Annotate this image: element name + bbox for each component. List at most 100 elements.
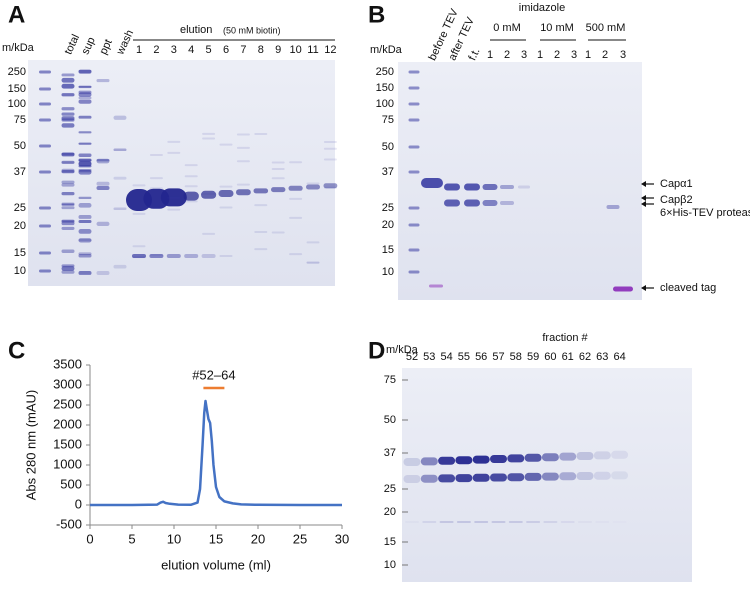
gel-band	[183, 191, 199, 201]
gel-band	[132, 245, 146, 248]
fraction-label: 60	[544, 351, 556, 363]
gel-band	[289, 197, 303, 200]
fraction-label: 3	[620, 49, 626, 61]
gel-band	[61, 73, 75, 77]
gel-band	[61, 152, 75, 157]
panel-label: B	[368, 1, 385, 28]
data-line	[90, 399, 342, 507]
gel-band	[438, 474, 456, 483]
marker-label: 150	[8, 83, 26, 95]
gel-band	[429, 284, 443, 288]
gel-band	[61, 77, 75, 83]
gel-band	[78, 229, 92, 234]
x-tick-label: 25	[293, 531, 307, 546]
gel-band	[403, 475, 421, 483]
group-label: 10 mM	[540, 22, 574, 34]
band-annotation: Capβ2	[660, 194, 693, 206]
gel-band	[219, 143, 233, 146]
gel-band	[39, 251, 51, 255]
gel-band	[113, 115, 127, 120]
gel-band	[541, 453, 559, 462]
gel-band	[271, 187, 286, 193]
gel-band	[132, 254, 146, 258]
gel-band	[408, 270, 420, 274]
gel-band	[254, 230, 268, 233]
gel-band	[39, 144, 51, 148]
marker-label: 10	[382, 266, 394, 278]
gel-band	[439, 521, 454, 523]
gel-band	[78, 270, 92, 275]
gel-band	[96, 159, 110, 162]
marker-label: 10	[14, 265, 26, 277]
gel-band	[507, 473, 525, 482]
gel-band	[323, 141, 337, 144]
lane-label: ppt	[97, 38, 114, 57]
gel-band	[149, 254, 163, 257]
gel-band	[408, 86, 420, 90]
gel-band	[167, 140, 181, 143]
fraction-label: 1	[136, 44, 142, 56]
gel-band	[524, 472, 542, 481]
gel-band	[444, 183, 460, 191]
axis-unit: m/kDa	[2, 42, 35, 54]
panel-label: C	[8, 337, 25, 364]
gel-band	[438, 456, 456, 465]
fraction-label: 3	[571, 49, 577, 61]
gel-band	[78, 158, 92, 162]
fraction-label: 4	[188, 44, 194, 56]
marker-label: 250	[8, 66, 26, 78]
gel-band	[306, 261, 320, 264]
gel-band	[61, 180, 75, 184]
gel-band	[39, 170, 51, 174]
gel-band	[482, 200, 498, 206]
y-tick-label: 1500	[53, 436, 82, 451]
gel-band	[149, 254, 164, 258]
annotation-label: #52–64	[192, 367, 235, 382]
gel-band	[167, 208, 181, 211]
gel-band	[408, 145, 420, 149]
y-tick-label: 3500	[53, 356, 82, 371]
gel-band	[78, 85, 92, 89]
gel-band	[524, 453, 542, 462]
gel-band	[78, 99, 92, 104]
fraction-label: 7	[240, 44, 246, 56]
x-tick-label: 0	[86, 531, 93, 546]
gel-band	[39, 87, 51, 91]
gel-band	[78, 142, 92, 145]
gel-band	[289, 253, 303, 256]
gel-band	[464, 183, 480, 191]
gel-band	[271, 168, 285, 171]
group-title: imidazole	[519, 2, 565, 14]
gel-band	[472, 455, 490, 464]
axis-unit: m/kDa	[370, 44, 403, 56]
gel-band	[254, 248, 268, 251]
marker-label: 75	[14, 114, 26, 126]
elution-title: elution	[180, 24, 212, 36]
gel-band	[474, 521, 489, 523]
gel-band	[132, 212, 146, 215]
gel-band	[61, 183, 75, 187]
x-tick-label: 15	[209, 531, 223, 546]
gel-band	[613, 286, 633, 292]
fraction-label: 52	[406, 351, 418, 363]
gel-band	[96, 181, 110, 186]
gel-band	[78, 161, 92, 167]
gel-band	[78, 203, 92, 208]
gel-band	[408, 206, 420, 210]
gel-band	[306, 182, 320, 185]
gel-band	[219, 255, 233, 258]
gel-band	[482, 184, 498, 190]
gel-band	[306, 184, 320, 190]
gel-band	[202, 137, 216, 140]
fraction-label: 1	[537, 49, 543, 61]
x-axis-label: elution volume (ml)	[161, 557, 271, 572]
gel-band	[289, 216, 303, 219]
fraction-label: 8	[258, 44, 264, 56]
gel-band	[420, 474, 438, 483]
gel-band	[149, 177, 163, 180]
panel-label: A	[8, 1, 25, 28]
fraction-label: 62	[579, 351, 591, 363]
gel-band	[576, 472, 594, 480]
marker-label: 250	[376, 66, 394, 78]
gel-band	[149, 153, 163, 156]
